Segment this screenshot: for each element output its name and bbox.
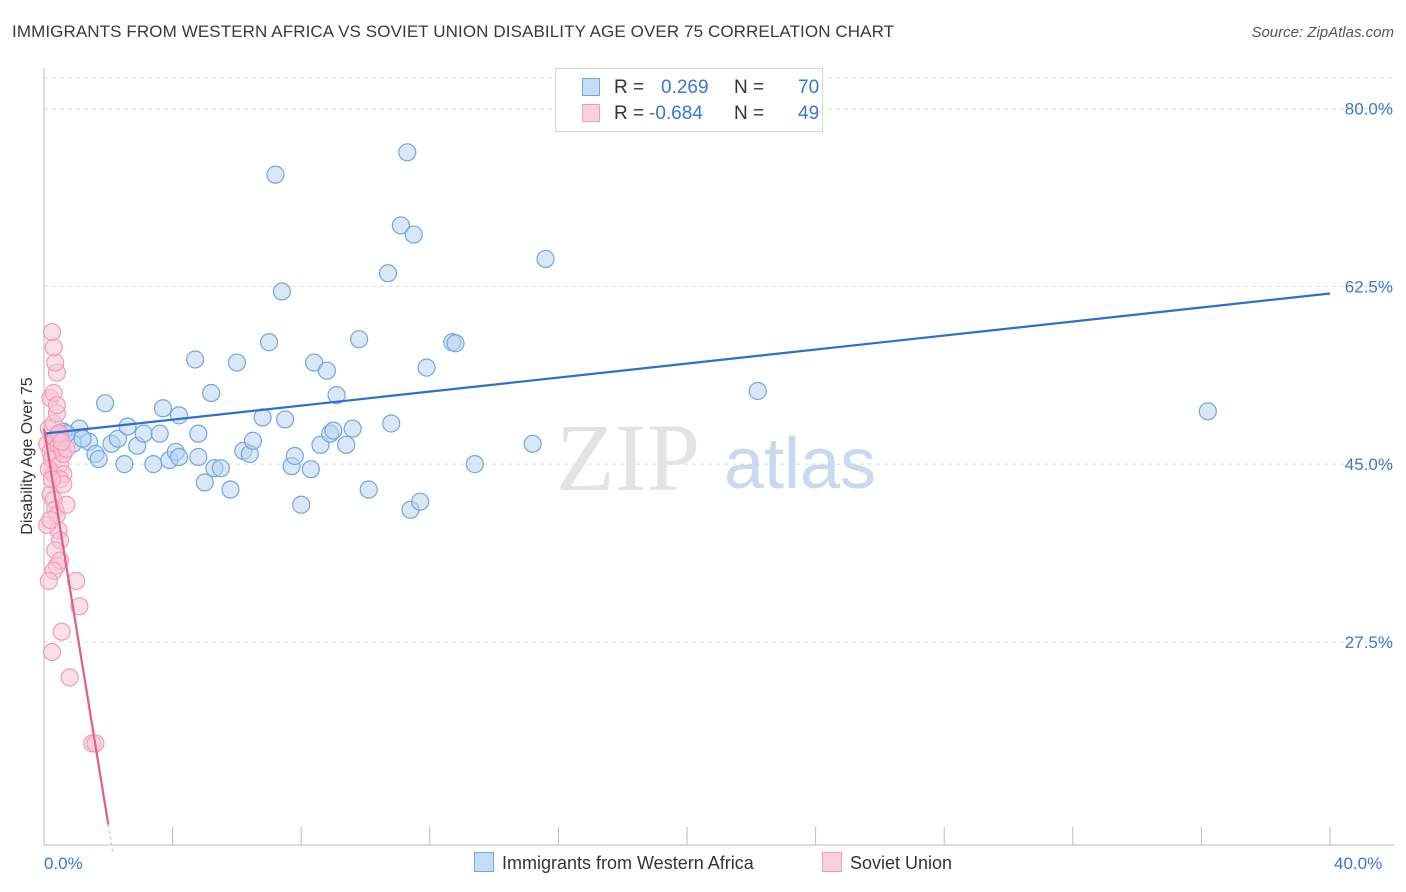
source-note: Source: ZipAtlas.com: [1251, 24, 1394, 41]
data-point: [227, 353, 246, 372]
data-point: [259, 333, 279, 352]
trend-line: [42, 428, 110, 825]
data-point: [46, 353, 65, 372]
bottom-legend-swatch-western-africa: [474, 852, 494, 872]
x-tick-label-max: 40.0%: [1334, 854, 1383, 873]
data-point: [404, 225, 423, 244]
legend-n-value: 49: [798, 103, 820, 124]
bottom-legend-western-africa: Immigrants from Western Africa: [474, 852, 754, 874]
bottom-legend-label: Soviet Union: [850, 853, 953, 873]
bottom-legend-swatch-soviet-union: [822, 852, 842, 872]
data-point: [391, 216, 410, 235]
data-point: [39, 571, 58, 591]
legend-n-label: N =: [734, 103, 765, 124]
watermark-atlas: atlas: [724, 424, 876, 504]
data-point: [276, 410, 295, 429]
data-point: [189, 447, 208, 467]
data-point: [134, 424, 153, 443]
data-point: [359, 480, 378, 499]
data-point: [536, 249, 555, 269]
data-point: [169, 447, 189, 467]
data-point: [337, 435, 356, 454]
data-point: [748, 381, 767, 401]
legend-swatch-soviet-union: [582, 104, 600, 122]
data-point: [266, 165, 285, 184]
data-point: [272, 282, 292, 301]
trend-lines: [42, 292, 1331, 855]
data-point: [115, 455, 134, 474]
series-soviet-union: [38, 322, 105, 753]
legend-n-value: 70: [798, 77, 820, 98]
data-point: [285, 446, 304, 466]
data-point: [60, 668, 79, 687]
trend-line: [43, 292, 1331, 435]
data-point: [169, 406, 189, 425]
data-point: [70, 597, 89, 616]
data-point: [349, 330, 369, 349]
data-point: [42, 642, 62, 662]
y-tick-label: 80.0%: [1345, 100, 1393, 119]
data-point: [292, 495, 311, 514]
data-point: [382, 414, 401, 433]
data-point: [327, 385, 346, 405]
data-point: [221, 480, 240, 499]
data-point: [52, 432, 71, 451]
data-point: [108, 429, 128, 448]
data-point: [89, 449, 108, 469]
data-point: [41, 510, 60, 530]
data-point: [317, 361, 337, 380]
legend-r-label: R =: [614, 77, 645, 98]
data-point: [398, 143, 417, 162]
data-point: [465, 455, 484, 474]
chart-title: IMMIGRANTS FROM WESTERN AFRICA VS SOVIET…: [12, 22, 895, 41]
x-tick-label-min: 0.0%: [44, 854, 83, 873]
axes: [43, 68, 1394, 846]
bottom-legend-label: Immigrants from Western Africa: [502, 853, 754, 873]
data-point: [304, 353, 324, 372]
data-point: [378, 264, 398, 283]
data-point: [186, 350, 205, 369]
data-point: [1198, 402, 1217, 421]
data-point: [42, 322, 62, 342]
data-point: [446, 334, 465, 353]
y-tick-label: 45.0%: [1345, 455, 1393, 474]
bottom-legend-soviet-union: Soviet Union: [822, 852, 952, 874]
data-point: [324, 421, 343, 440]
data-point: [118, 417, 137, 436]
data-point: [73, 429, 92, 448]
data-point: [523, 434, 542, 453]
data-point: [52, 622, 71, 641]
stats-legend: R = 0.269 N = 70 R = -0.684 N = 49: [555, 68, 823, 132]
legend-swatch-western-africa: [582, 78, 600, 96]
y-tick-labels: 27.5% 45.0% 62.5% 80.0%: [1345, 100, 1393, 652]
data-point: [343, 419, 362, 438]
legend-n-label: N =: [734, 77, 765, 98]
data-point: [47, 396, 66, 415]
data-point: [417, 358, 436, 377]
data-point: [195, 473, 214, 492]
y-tick-label: 27.5%: [1345, 633, 1393, 652]
data-point: [57, 495, 76, 514]
trend-extension: [107, 824, 114, 855]
watermark: ZIP atlas: [556, 404, 876, 511]
data-point: [202, 383, 221, 403]
data-point: [243, 431, 263, 450]
watermark-zip: ZIP: [556, 404, 700, 511]
data-point: [411, 492, 430, 511]
legend-r-value: -0.684: [649, 103, 703, 124]
data-point: [95, 394, 115, 413]
data-point: [144, 455, 163, 474]
data-point: [189, 424, 208, 443]
data-point: [150, 424, 169, 443]
data-point: [301, 460, 320, 479]
data-point: [211, 459, 230, 478]
data-point: [44, 338, 63, 357]
legend-r-value: 0.269: [661, 77, 709, 98]
legend-r-label: R =: [614, 103, 645, 124]
data-point: [153, 399, 173, 418]
y-tick-label: 62.5%: [1345, 277, 1393, 296]
